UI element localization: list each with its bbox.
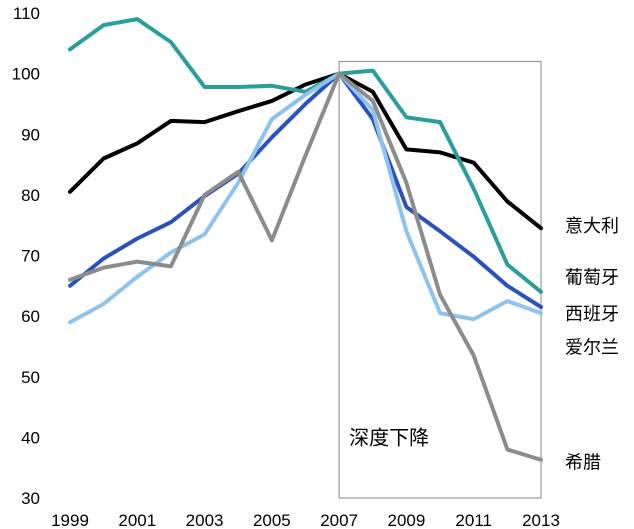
series-line [68,17,543,294]
deep-decline-box [338,60,542,499]
x-tick-label: 2011 [455,511,492,529]
y-axis: 30 40 50 60 70 80 90 100 110 [12,4,40,508]
x-tick-label: 2009 [388,511,426,529]
x-tick-label: 2001 [118,511,156,529]
series-line [68,71,543,309]
y-tick-label: 90 [21,125,40,144]
x-tick-label: 2007 [320,511,358,529]
y-tick-label: 70 [21,247,40,266]
y-tick-label: 80 [21,186,40,205]
series-label: 意大利 [565,216,619,237]
deep-decline-label: 深度下降 [349,426,429,450]
y-tick-label: 60 [21,307,40,326]
series-line [68,71,543,462]
series-label: 爱尔兰 [565,337,619,358]
x-tick-label: 2003 [186,511,224,529]
highlight-box: 深度下降 [338,60,542,499]
series-label: 希腊 [565,453,601,474]
series-line [68,71,543,325]
y-tick-label: 50 [21,368,40,387]
x-axis: 1999 2001 2003 2005 2007 2009 2011 2013 [51,511,560,529]
y-tick-label: 110 [13,4,40,23]
x-tick-label: 1999 [51,511,89,529]
x-tick-label: 2005 [253,511,291,529]
series-line [68,71,543,231]
series-label: 西班牙 [565,304,619,325]
y-tick-label: 30 [21,489,40,508]
y-tick-label: 100 [12,65,40,84]
y-tick-label: 40 [21,428,40,447]
series-label: 葡萄牙 [565,268,619,289]
series-lines [68,17,543,462]
x-tick-label: 2013 [522,511,560,529]
